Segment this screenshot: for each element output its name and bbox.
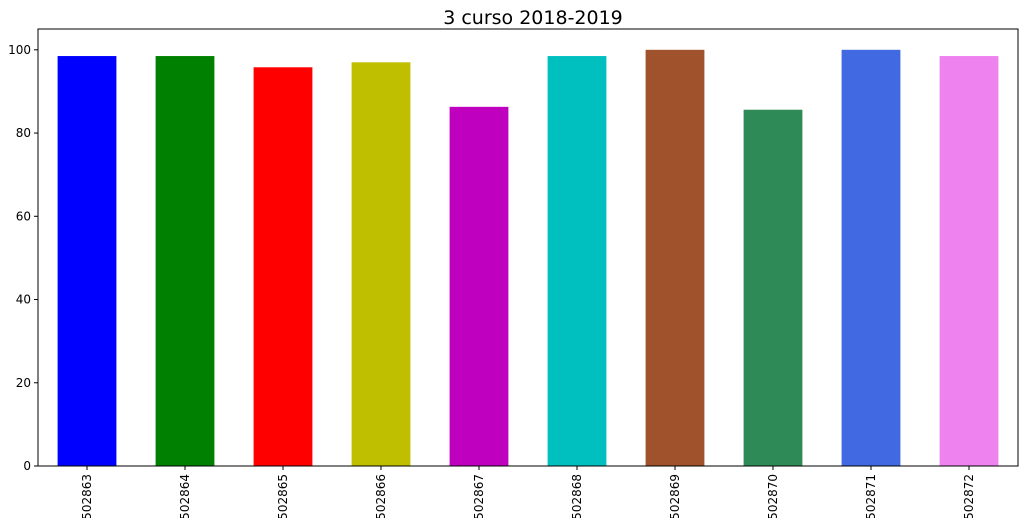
bar-502869 xyxy=(645,49,705,467)
x-tick-label: 502864 xyxy=(178,474,192,518)
y-tick-label: 100 xyxy=(8,43,31,57)
axes-layer: 0 20 40 60 80 100 502863 502864 502865 502866 5028… xyxy=(8,28,1019,520)
bar-502867 xyxy=(449,106,509,466)
x-tick-label: 502867 xyxy=(472,474,486,518)
y-tick-label: 0 xyxy=(23,459,31,473)
bar-502865 xyxy=(253,67,313,466)
y-tick-label: 40 xyxy=(16,293,31,307)
chart-title: 3 curso 2018-2019 xyxy=(443,7,623,29)
bar-502871 xyxy=(841,49,901,467)
y-tick-label: 60 xyxy=(16,209,31,223)
x-tick-label: 502863 xyxy=(80,474,94,518)
x-tick-label: 502872 xyxy=(962,474,976,518)
x-tick-label: 502871 xyxy=(864,474,878,518)
x-tick-label: 502868 xyxy=(570,474,584,518)
bar-502866 xyxy=(351,62,411,467)
x-tick-label: 502869 xyxy=(668,474,682,518)
plot-frame xyxy=(37,28,1019,467)
bar-502872 xyxy=(939,56,999,467)
y-tick-label: 80 xyxy=(16,126,31,140)
bar-502870 xyxy=(743,109,803,467)
bars-layer xyxy=(57,49,999,467)
bar-502868 xyxy=(547,56,607,467)
bar-502864 xyxy=(155,56,215,467)
x-tick-label: 502870 xyxy=(766,474,780,518)
x-tick-label: 502865 xyxy=(276,474,290,518)
x-tick-label: 502866 xyxy=(374,474,388,518)
bar-502863 xyxy=(57,56,117,467)
y-tick-label: 20 xyxy=(16,376,31,390)
